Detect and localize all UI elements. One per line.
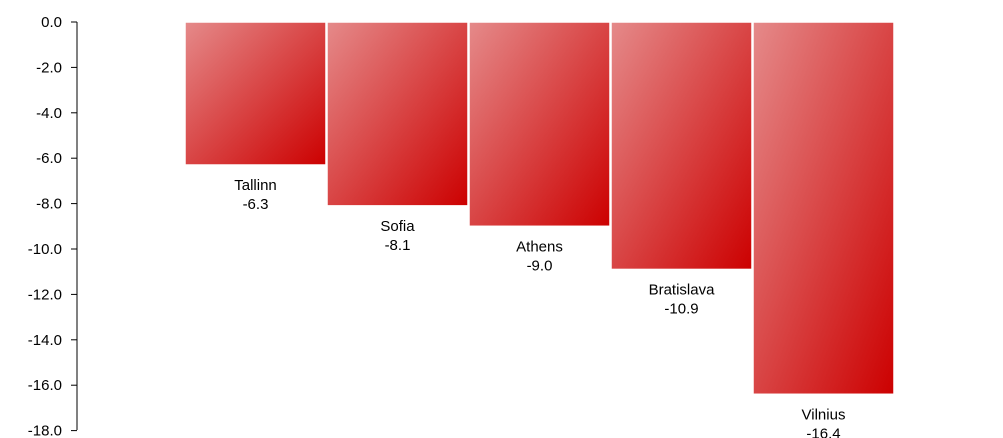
bar-vilnius (752, 21, 895, 396)
y-tick-label: -4.0 (36, 105, 62, 122)
y-tick-label: -18.0 (28, 423, 62, 438)
y-tick-label: -2.0 (36, 59, 62, 76)
value-label: -9.0 (527, 257, 553, 274)
bar-sofia (326, 21, 469, 207)
y-axis-ticks: 0.0 -2.0 -4.0 -6.0 -8.0 -10.0 -12.0 -14.0 -16.0 -… (28, 14, 77, 438)
data-labels: Tallinn -6.3 Sofia -8.1 Athens -9.0 Bratislava… (234, 177, 845, 438)
category-label: Athens (516, 238, 563, 255)
bar-athens (468, 21, 611, 228)
y-tick-label: -14.0 (28, 332, 62, 349)
bar-tallinn (184, 21, 327, 166)
y-tick-label: 0.0 (41, 14, 62, 31)
y-tick-label: -12.0 (28, 286, 62, 303)
value-label: -16.4 (806, 425, 840, 438)
value-label: -8.1 (385, 237, 411, 254)
value-label: -6.3 (243, 196, 269, 213)
bar-bratislava (610, 21, 753, 271)
y-tick-label: -6.0 (36, 150, 62, 167)
category-label: Bratislava (649, 281, 716, 298)
category-label: Sofia (380, 218, 415, 235)
bars (184, 21, 895, 396)
value-label: -10.9 (664, 300, 698, 317)
y-tick-label: -10.0 (28, 241, 62, 258)
y-tick-label: -16.0 (28, 377, 62, 394)
category-label: Vilnius (802, 406, 846, 423)
y-tick-label: -8.0 (36, 196, 62, 213)
category-label: Tallinn (234, 177, 277, 194)
